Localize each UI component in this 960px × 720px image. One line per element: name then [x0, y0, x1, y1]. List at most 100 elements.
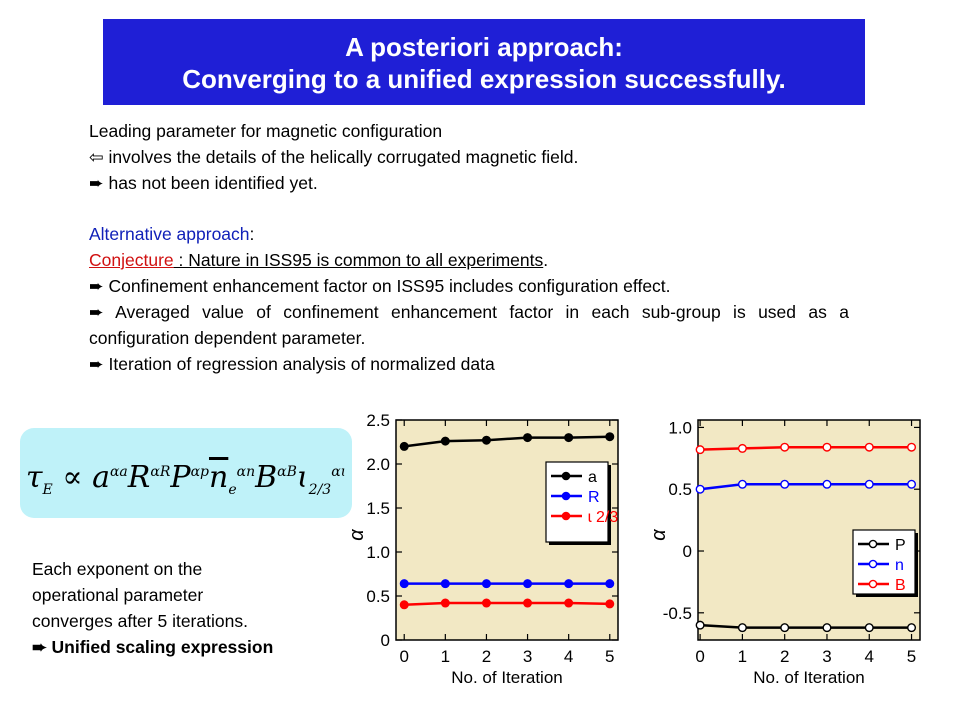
data-point [564, 433, 574, 443]
data-point [399, 600, 409, 610]
x-tick-label: 1 [738, 647, 747, 666]
data-point [481, 598, 491, 608]
y-axis-label: α [346, 529, 368, 541]
data-point [605, 579, 615, 589]
data-point [564, 598, 574, 608]
legend-marker [561, 491, 571, 501]
series-line [699, 483, 912, 491]
y-tick-label: 1.0 [366, 543, 390, 562]
y-tick-label: -0.5 [663, 604, 692, 623]
approach-bullet-2: ➨ Averaged value of confinement enhancem… [89, 302, 849, 348]
approach-heading: Alternative approach: [89, 224, 255, 244]
data-point [907, 442, 917, 452]
data-point [523, 598, 533, 608]
scaling-formula: τE ∝ aαaRαRPαpneαnBαBɩ2/3αɩ [25, 460, 347, 498]
y-tick-label: 0.5 [668, 480, 692, 499]
x-tick-label: 3 [523, 647, 532, 666]
data-point [523, 579, 533, 589]
right-arrow-icon: ➨ [32, 637, 47, 657]
x-tick-label: 2 [482, 647, 491, 666]
y-tick-label: 2.5 [366, 411, 390, 430]
intro-line-1: Leading parameter for magnetic configura… [89, 121, 443, 141]
data-point [864, 442, 874, 452]
convergence-note: Each exponent on the operational paramet… [32, 559, 274, 657]
data-point [864, 623, 874, 633]
right-arrow-icon: ➨ [89, 354, 104, 374]
data-point [822, 442, 832, 452]
data-point [737, 623, 747, 633]
x-tick-label: 0 [695, 647, 704, 666]
right-arrow-icon: ➨ [89, 302, 104, 322]
data-point [695, 484, 705, 494]
data-point [440, 436, 450, 446]
data-point [440, 579, 450, 589]
data-point [695, 620, 705, 630]
data-point [399, 441, 409, 451]
y-tick-label: 1.5 [366, 499, 390, 518]
x-tick-label: 1 [441, 647, 450, 666]
title-line-2: Converging to a unified expression succe… [182, 64, 786, 94]
legend-marker [561, 471, 571, 481]
formula-box: τE ∝ aαaRαRPαpneαnBαBɩ2/3αɩ [20, 428, 352, 518]
data-point [737, 443, 747, 453]
data-point [440, 598, 450, 608]
series-line [700, 623, 912, 629]
y-tick-label: 0 [381, 631, 390, 650]
data-point [481, 579, 491, 589]
data-point [523, 433, 533, 443]
legend-marker [561, 511, 571, 521]
legend-label: R [588, 489, 600, 506]
data-point [737, 479, 747, 489]
data-point [695, 445, 705, 455]
intro-text: Leading parameter for magnetic configura… [89, 118, 849, 196]
series-line [404, 435, 610, 448]
data-point [780, 623, 790, 633]
approach-bullet-1: ➨ Confinement enhancement factor on ISS9… [89, 276, 671, 296]
title-banner: A posteriori approach: Converging to a u… [103, 19, 865, 105]
legend-label: n [895, 557, 904, 574]
y-tick-label: 2.0 [366, 455, 390, 474]
y-tick-label: 1.0 [668, 418, 692, 437]
x-axis-label: No. of Iteration [451, 668, 563, 687]
legend-marker [868, 539, 878, 549]
y-tick-label: 0.5 [366, 587, 390, 606]
intro-line-3: ➨ has not been identified yet. [89, 173, 318, 193]
left-arrow-icon: ⇦ [89, 147, 104, 167]
approach-bullet-3: ➨ Iteration of regression analysis of no… [89, 354, 495, 374]
title-line-1: A posteriori approach: [345, 32, 623, 62]
intro-line-2: ⇦ involves the details of the helically … [89, 147, 579, 167]
approach-text: Alternative approach: Conjecture : Natur… [89, 221, 849, 377]
data-point [481, 435, 491, 445]
data-point [399, 579, 409, 589]
legend-label: ɩ 2/3 [588, 509, 618, 526]
right-arrow-icon: ➨ [89, 173, 104, 193]
data-point [780, 479, 790, 489]
data-point [605, 599, 615, 609]
x-tick-label: 4 [564, 647, 573, 666]
series-line [404, 601, 610, 607]
x-tick-label: 0 [399, 647, 408, 666]
data-point [822, 623, 832, 633]
series-line [700, 445, 912, 451]
legend-label: P [895, 537, 906, 554]
x-axis-label: No. of Iteration [753, 668, 865, 687]
legend-label: a [588, 469, 597, 486]
x-tick-label: 2 [780, 647, 789, 666]
legend-marker [868, 559, 878, 569]
y-tick-label: 0 [683, 542, 692, 561]
conjecture-label: Conjecture [89, 250, 174, 270]
data-point [907, 623, 917, 633]
y-axis-label: α [648, 529, 670, 541]
x-tick-label: 4 [865, 647, 874, 666]
legend-label: B [895, 577, 906, 594]
data-point [780, 442, 790, 452]
x-tick-label: 5 [605, 647, 614, 666]
x-tick-label: 3 [822, 647, 831, 666]
legend-marker [868, 579, 878, 589]
exponent-chart-left: 0 0.5 1.0 1.5 2.0 2.5 0 1 2 3 4 5 No. of Iteration α a… [346, 411, 619, 687]
data-point [605, 432, 615, 442]
conjecture-line: Conjecture : Nature in ISS95 is common t… [89, 250, 549, 270]
exponent-chart-right: -0.5 0 0.5 1.0 0 1 2 3 4 5 No. of Iteration α PnB [648, 418, 921, 687]
data-point [564, 579, 574, 589]
data-point [864, 479, 874, 489]
